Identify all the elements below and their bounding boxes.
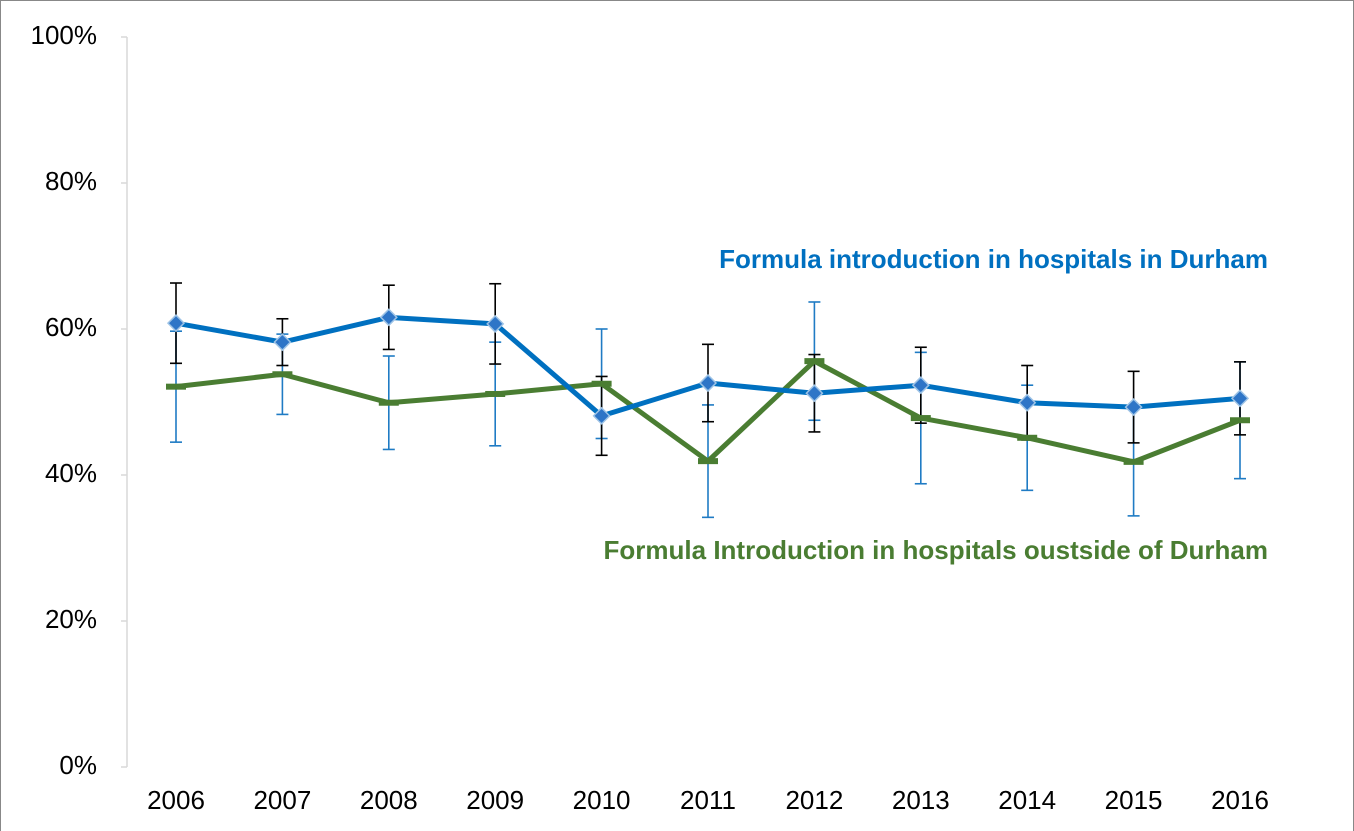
point xyxy=(592,406,611,425)
x-tick-label: 2011 xyxy=(680,785,736,815)
point xyxy=(1017,434,1038,441)
y-tick-label: 80% xyxy=(45,166,97,196)
series-label: Formula Introduction in hospitals oustsi… xyxy=(604,535,1268,565)
x-tick-label: 2009 xyxy=(466,785,524,815)
y-tick-label: 40% xyxy=(45,458,97,488)
x-tick-label: 2012 xyxy=(785,785,843,815)
point xyxy=(486,314,505,333)
point xyxy=(805,384,824,403)
x-tick-label: 2010 xyxy=(573,785,631,815)
series-label: Formula introduction in hospitals in Dur… xyxy=(719,244,1268,274)
x-tick-label: 2007 xyxy=(253,785,311,815)
x-tick-label: 2015 xyxy=(1105,785,1163,815)
point xyxy=(910,415,931,422)
point xyxy=(804,358,825,365)
point xyxy=(1124,398,1143,417)
x-tick-label: 2014 xyxy=(998,785,1056,815)
y-tick-label: 20% xyxy=(45,604,97,634)
point xyxy=(591,380,612,387)
point xyxy=(166,314,186,333)
y-tick-label: 100% xyxy=(31,20,98,50)
point xyxy=(378,399,399,406)
point xyxy=(379,308,398,327)
x-tick-label: 2016 xyxy=(1211,785,1269,815)
point xyxy=(485,390,506,397)
point xyxy=(698,373,718,393)
y-tick-label: 0% xyxy=(59,750,97,780)
point xyxy=(166,383,186,390)
x-tick-label: 2006 xyxy=(147,785,205,815)
point xyxy=(1230,417,1250,424)
point xyxy=(273,333,292,352)
x-tick-label: 2013 xyxy=(892,785,950,815)
point xyxy=(1230,389,1250,408)
point xyxy=(1018,393,1037,412)
point xyxy=(911,376,930,395)
point xyxy=(698,458,718,465)
y-tick-label: 60% xyxy=(45,312,97,342)
x-tick-label: 2008 xyxy=(360,785,418,815)
point xyxy=(1123,458,1144,465)
point xyxy=(272,371,293,378)
